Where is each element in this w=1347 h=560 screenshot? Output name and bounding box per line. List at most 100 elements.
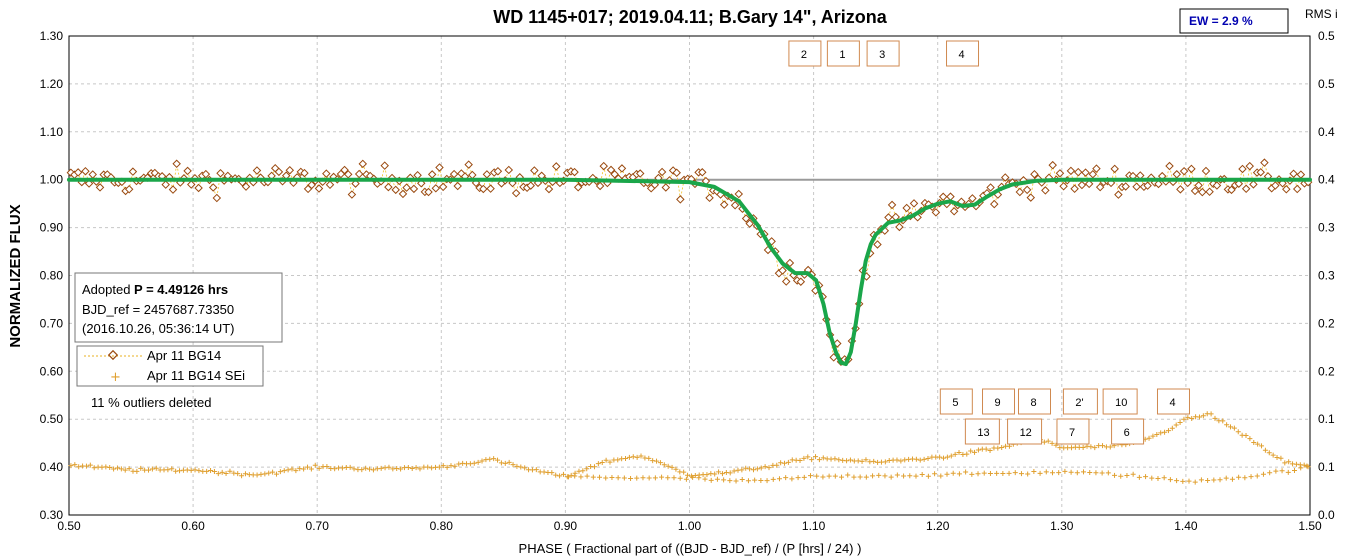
flux-point <box>552 162 561 171</box>
rms-point <box>673 466 679 472</box>
rms-point <box>981 470 987 476</box>
flux-point <box>1212 181 1222 190</box>
flux-point <box>274 167 284 177</box>
rms-point <box>774 462 780 468</box>
rms-point <box>1212 415 1218 421</box>
rms-point <box>681 469 687 475</box>
rms-point <box>1259 443 1265 449</box>
rms-point <box>1081 469 1087 475</box>
rms-point <box>1056 470 1062 476</box>
flux-point <box>1176 185 1185 194</box>
y2-tick-label: 0.2 <box>1318 316 1335 330</box>
info-bjd-ref: BJD_ref = 2457687.73350 <box>82 302 234 317</box>
flux-point <box>398 189 408 199</box>
rms-point <box>1198 477 1204 483</box>
rms-point <box>386 464 392 470</box>
flux-point <box>986 183 995 192</box>
rms-point <box>863 457 869 463</box>
flux-point <box>468 170 477 180</box>
rms-point <box>308 466 314 472</box>
flux-point <box>438 182 448 192</box>
rms-point <box>1146 435 1152 441</box>
dip-label-row1-box <box>1017 388 1051 415</box>
rms-point <box>510 462 516 468</box>
rms-point <box>1000 471 1006 477</box>
rms-point <box>1186 478 1192 484</box>
flux-point <box>267 171 276 181</box>
rms-point <box>266 470 272 476</box>
flux-point <box>1114 190 1123 199</box>
rms-point <box>1305 464 1311 470</box>
flux-point <box>208 183 218 192</box>
flux-point <box>1260 158 1269 167</box>
legend-plus-marker: + <box>110 370 121 385</box>
rms-point <box>1285 469 1291 475</box>
rms-point <box>654 458 660 464</box>
y-tick-label: 0.70 <box>40 316 64 330</box>
flux-point <box>1296 170 1306 179</box>
rms-point <box>603 475 609 481</box>
flux-point <box>1292 184 1302 194</box>
rms-point <box>1068 469 1074 475</box>
flux-point <box>1256 167 1265 177</box>
flux-point <box>949 207 959 216</box>
flux-point <box>84 179 94 188</box>
rms-point <box>708 477 714 483</box>
rms-point <box>370 467 376 473</box>
rms-point <box>747 466 753 472</box>
info-date: (2016.10.26, 05:36:14 UT) <box>82 321 235 336</box>
rms-point <box>277 469 283 475</box>
rms-point <box>721 477 727 483</box>
y2-tick-labels: 0.0 0.1 0.1 0.2 0.2 0.3 0.3 0.4 0.4 0.5 0.5 <box>1318 29 1335 522</box>
rms-point <box>149 466 155 472</box>
flux-point <box>661 183 671 192</box>
y-tick-labels: 0.30 0.40 0.50 0.60 0.70 0.80 0.90 1.00 1.10 1.20… <box>40 29 64 522</box>
flux-point <box>1059 181 1068 191</box>
rms-point <box>743 465 749 471</box>
rms-point <box>1088 444 1094 450</box>
rms-point <box>599 460 605 466</box>
rms-point <box>1100 443 1106 449</box>
rms-point <box>776 476 782 482</box>
rms-point <box>919 471 925 477</box>
rms-point <box>452 463 458 469</box>
rms-point <box>882 473 888 479</box>
rms-point <box>876 472 882 478</box>
dip-label-top: 4 <box>959 49 965 61</box>
dip-label-row1: 2' <box>1075 397 1083 409</box>
rms-point <box>495 457 501 463</box>
rms-point <box>888 474 894 480</box>
rms-point <box>894 472 900 478</box>
rms-point <box>1031 468 1037 474</box>
ew-label: EW = 2.9 % <box>1189 14 1253 28</box>
rms-point <box>898 458 904 464</box>
flux-point <box>464 160 473 169</box>
info-box: Adopted P = 4.49126 hrs BJD_ref = 245768… <box>74 272 283 343</box>
rms-point <box>964 451 970 457</box>
flux-point <box>1227 185 1236 195</box>
rms-point <box>1025 471 1031 477</box>
flux-point <box>128 167 138 176</box>
rms-point <box>863 474 869 480</box>
x-tick-label: 1.20 <box>926 519 950 533</box>
rms-point <box>987 470 993 476</box>
flux-point <box>431 184 441 193</box>
rms-point <box>762 464 768 470</box>
rms-point <box>208 467 214 473</box>
rms-point <box>783 475 789 481</box>
flux-point <box>705 193 714 203</box>
rms-point <box>669 464 675 470</box>
rms-point <box>231 470 237 476</box>
flux-point <box>1121 182 1130 191</box>
rms-point <box>1298 465 1304 471</box>
flux-point <box>891 212 900 222</box>
rms-point <box>1154 431 1160 437</box>
rms-point <box>1229 476 1235 482</box>
rms-point <box>950 470 956 476</box>
flux-point <box>796 277 806 286</box>
flux-point <box>1165 161 1174 171</box>
dip-label-row1-box <box>982 388 1016 415</box>
flux-point <box>990 199 999 209</box>
rms-point <box>1260 471 1266 477</box>
